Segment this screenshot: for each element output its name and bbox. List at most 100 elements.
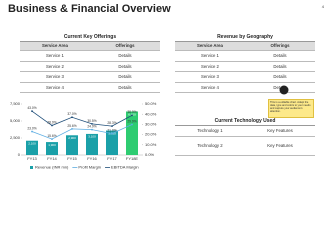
table-cell: Service 2 <box>46 63 64 69</box>
table-cell: Details <box>118 74 132 79</box>
table-row: Service 4 Details <box>175 83 315 93</box>
geography-section: Revenue by Geography Service Area Offerin… <box>175 34 315 93</box>
point <box>71 127 73 130</box>
table: Service Area Offerings Service 1 Details Ser… <box>175 42 315 93</box>
point-label: 25.6% <box>67 124 76 128</box>
table-row: Service 1 Details <box>175 51 315 62</box>
bar-label: 1,900 <box>48 143 56 147</box>
section-heading: Current Key Offerings <box>20 34 160 42</box>
table-cell: Details <box>273 74 287 79</box>
table-row: Service 3 Details <box>20 72 160 83</box>
point <box>111 132 113 135</box>
table-cell: Service 4 <box>201 84 219 90</box>
bar <box>106 130 118 155</box>
y2-tick-label: 30.0% <box>145 121 157 126</box>
header-cell: Service Area <box>197 43 223 48</box>
point <box>31 110 33 113</box>
table-row: Service 2 Details <box>20 62 160 72</box>
point <box>51 124 53 127</box>
y2-tick-label: 50.0% <box>145 101 157 106</box>
y2-tick-label: 40.0% <box>145 111 157 116</box>
header-row: Service Area Offerings <box>175 42 315 51</box>
header-row: Service Area Offerings <box>20 42 160 51</box>
table-row: Technology 1 Key Features <box>175 126 315 137</box>
page-number: 4 <box>321 4 324 9</box>
table-cell: Service 4 <box>46 84 64 90</box>
point-label: 43.0% <box>27 106 36 110</box>
header-cell: Offerings <box>270 43 290 48</box>
x-tick-label: FY13 <box>27 156 37 161</box>
point-label: 23.0% <box>27 126 36 130</box>
legend-label: Revenue (INR mn) <box>35 165 69 170</box>
bar <box>46 142 58 155</box>
table: Technology 1 Key Features Technology 2 Key … <box>175 126 315 156</box>
bar-label: 6,400 <box>128 112 136 116</box>
table-cell: Technology 2 <box>197 142 223 148</box>
table-cell: Details <box>273 53 287 58</box>
point-label: 30.5% <box>87 119 96 123</box>
bar <box>26 140 38 155</box>
point-label: 28.3% <box>107 121 116 125</box>
bar <box>66 135 78 155</box>
legend-label: EBITDA Margin <box>111 165 139 170</box>
table-row: Technology 2 Key Features <box>175 137 315 156</box>
table-cell: Service 1 <box>201 53 219 58</box>
slide: Business & Financial Overview 4 Current … <box>8 3 324 170</box>
point <box>91 122 93 125</box>
point-label: 24.9% <box>87 124 96 128</box>
table-row: Service 1 Details <box>20 51 160 62</box>
x-tick-label: FY17 <box>107 156 117 161</box>
table-cell: Technology 1 <box>197 128 223 133</box>
point <box>131 114 133 117</box>
point-label: 29.9% <box>127 119 136 123</box>
table-cell: Details <box>273 63 287 69</box>
y-tick-label: 0 <box>18 152 21 157</box>
point <box>111 125 113 128</box>
table-row: Service 4 Details <box>20 83 160 93</box>
line <box>31 124 133 140</box>
bar-label: 2,100 <box>28 142 36 146</box>
table-cell: Details <box>118 53 132 58</box>
table-cell: Service 3 <box>201 74 219 79</box>
point-label: 38.9% <box>127 110 136 114</box>
x-tick-label: FY18E <box>126 156 139 161</box>
point <box>31 130 33 133</box>
header-cell: Offerings <box>115 43 135 48</box>
slide-title: Business & Financial Overview <box>8 3 171 15</box>
legend-label: Profit Margin <box>78 165 101 170</box>
y-tick-label: 2,500 <box>10 135 21 140</box>
x-tick-label: FY16 <box>87 156 97 161</box>
y2-tick-label: 20.0% <box>145 132 157 137</box>
section-heading: Revenue by Geography <box>175 34 315 42</box>
bar-label: 3,100 <box>88 135 96 139</box>
header-cell: Service Area <box>42 43 68 48</box>
table-cell: Key Features <box>267 128 293 133</box>
y2-tick-label: 0.0% <box>145 152 155 157</box>
point <box>51 138 53 140</box>
table-cell: Service 3 <box>46 74 64 79</box>
point <box>91 128 93 131</box>
y-tick-label: 5,000 <box>10 118 21 123</box>
y-tick-label: 7,500 <box>10 101 21 106</box>
point-label: 15.6% <box>47 134 56 138</box>
point-label: 21.0% <box>107 128 116 132</box>
x-tick-label: FY15 <box>67 156 77 161</box>
line <box>31 110 133 127</box>
table-cell: Key Features <box>267 142 293 148</box>
table-cell: Details <box>273 84 287 90</box>
legend-swatch <box>30 166 33 169</box>
chart: 0 2,500 5,000 7,500 0.0% 10.0% 20.0% 30.0% 40.0%… <box>10 101 157 170</box>
section-heading: Current Technology Used <box>175 118 315 126</box>
table: Service Area Offerings Service 1 Details Ser… <box>20 42 160 93</box>
point <box>71 116 73 119</box>
table-row: Service 2 Details <box>175 62 315 72</box>
note-box: This is a editable chart. Adapt the data… <box>268 99 314 118</box>
point-label: 37.0% <box>67 112 76 116</box>
bar <box>126 111 138 155</box>
technology-section: Current Technology Used Technology 1 Key … <box>175 118 315 156</box>
note-icon <box>279 85 289 95</box>
table-cell: Service 1 <box>46 53 64 58</box>
point-label: 28.9% <box>47 120 56 124</box>
bar-label: 2,900 <box>68 136 76 140</box>
table-cell: Service 2 <box>201 63 219 69</box>
